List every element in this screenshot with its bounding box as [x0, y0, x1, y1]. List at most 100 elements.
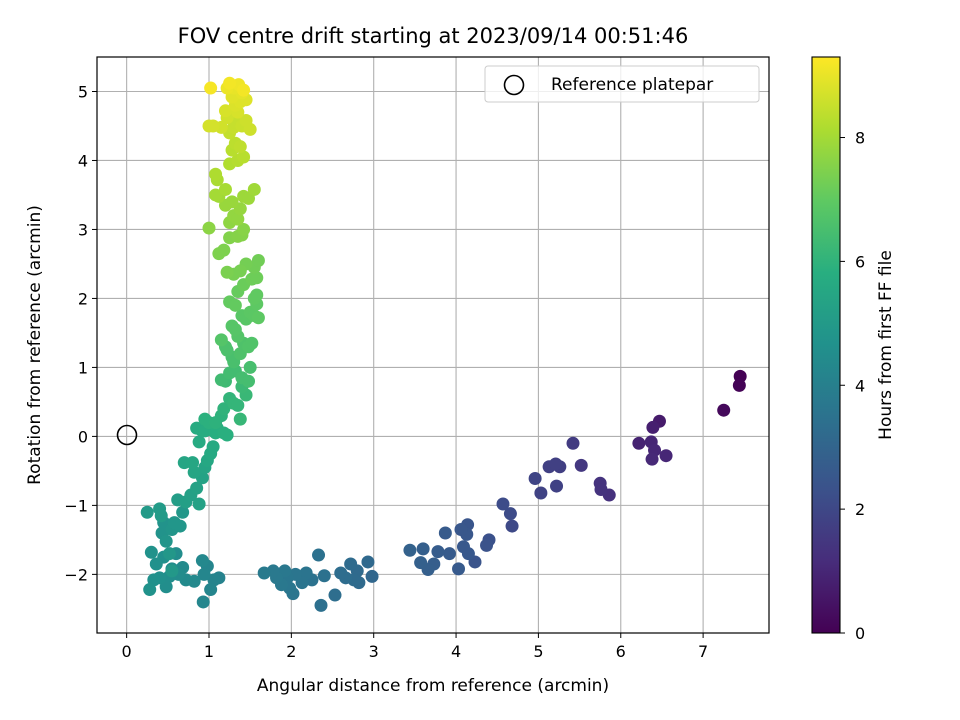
data-point [344, 557, 358, 571]
y-tick-label: 1 [78, 358, 88, 377]
data-point [196, 595, 210, 609]
colorbar-ticks: 0 2 4 6 8 [840, 129, 865, 643]
x-axis-label: Angular distance from reference (arcmin) [257, 676, 609, 696]
chart-title: FOV centre drift starting at 2023/09/14 … [178, 24, 689, 48]
data-point [218, 182, 232, 196]
data-point [334, 566, 348, 580]
data-point [237, 222, 251, 236]
colorbar-tick-label: 8 [855, 129, 865, 148]
x-tick-label: 7 [698, 642, 708, 661]
colorbar [811, 56, 841, 634]
data-point [361, 555, 375, 569]
data-point [231, 212, 245, 226]
data-point [365, 569, 379, 583]
legend: Reference platepar [484, 65, 760, 103]
data-point [496, 497, 510, 511]
data-point [231, 398, 245, 412]
data-point [192, 497, 206, 511]
data-point [237, 83, 251, 97]
data-point [144, 545, 158, 559]
data-point [206, 440, 220, 454]
data-point [505, 519, 519, 533]
data-point [154, 509, 168, 523]
data-point [452, 562, 466, 576]
data-point [192, 435, 206, 449]
data-point [314, 598, 328, 612]
data-point [659, 449, 673, 463]
data-point [438, 526, 452, 540]
data-point [646, 420, 660, 434]
data-point [204, 81, 218, 95]
data-point [550, 479, 564, 493]
data-point [204, 583, 218, 597]
data-point [149, 557, 163, 571]
data-point [461, 547, 475, 561]
data-point [312, 548, 326, 562]
data-point [209, 167, 223, 181]
data-point [442, 547, 456, 561]
data-point [195, 554, 209, 568]
y-tick-label: 3 [78, 220, 88, 239]
data-point [250, 288, 264, 302]
data-point [251, 311, 265, 325]
data-point [233, 140, 247, 154]
data-point [632, 436, 646, 450]
x-tick-label: 3 [369, 642, 379, 661]
data-point [247, 182, 261, 196]
data-point [645, 452, 659, 466]
y-tick-label: −1 [64, 496, 88, 515]
data-point [549, 457, 563, 471]
data-point [202, 221, 216, 235]
legend-entry-reference-platepar: Reference platepar [551, 75, 713, 95]
data-point [209, 188, 223, 202]
x-tick-label: 2 [286, 642, 296, 661]
data-point [245, 336, 259, 350]
data-point [528, 471, 542, 485]
data-point [503, 507, 517, 521]
data-point [574, 458, 588, 472]
data-points [140, 76, 747, 612]
data-point [140, 505, 154, 519]
data-point [187, 465, 201, 479]
data-point [243, 360, 257, 374]
data-point [534, 486, 548, 500]
data-point [257, 566, 271, 580]
data-point [225, 319, 239, 333]
x-tick-label: 0 [122, 642, 132, 661]
y-axis-label: Rotation from reference (arcmin) [25, 205, 45, 485]
data-point [239, 113, 253, 127]
colorbar-tick-label: 2 [855, 500, 865, 519]
x-tick-label: 5 [533, 642, 543, 661]
x-tick-label: 4 [451, 642, 461, 661]
y-tick-label: 5 [78, 82, 88, 101]
colorbar-tick-label: 0 [855, 624, 865, 643]
plot-frame [96, 56, 770, 634]
data-point [162, 547, 176, 561]
data-point [414, 556, 428, 570]
data-point [223, 76, 237, 90]
data-point [173, 519, 187, 533]
data-point [594, 483, 608, 497]
data-point [251, 253, 265, 267]
colorbar-tick-label: 6 [855, 252, 865, 271]
y-tick-label: 0 [78, 427, 88, 446]
data-point [220, 428, 234, 442]
y-tick-label: 2 [78, 289, 88, 308]
y-tick-label: 4 [78, 151, 88, 170]
data-point [328, 588, 342, 602]
data-point [202, 119, 216, 133]
data-point [190, 481, 204, 495]
data-point [717, 403, 731, 417]
y-axis-ticks: −2 −1 0 1 2 3 4 5 [64, 82, 97, 584]
data-point [233, 412, 247, 426]
data-point [237, 150, 251, 164]
data-point [480, 538, 494, 552]
data-point [317, 569, 331, 583]
legend-box [484, 65, 760, 103]
colorbar-tick-label: 4 [855, 376, 865, 395]
data-point [159, 580, 173, 594]
data-point [217, 402, 231, 416]
y-tick-label: −2 [64, 565, 88, 584]
data-point [214, 333, 228, 347]
data-point [431, 545, 445, 559]
